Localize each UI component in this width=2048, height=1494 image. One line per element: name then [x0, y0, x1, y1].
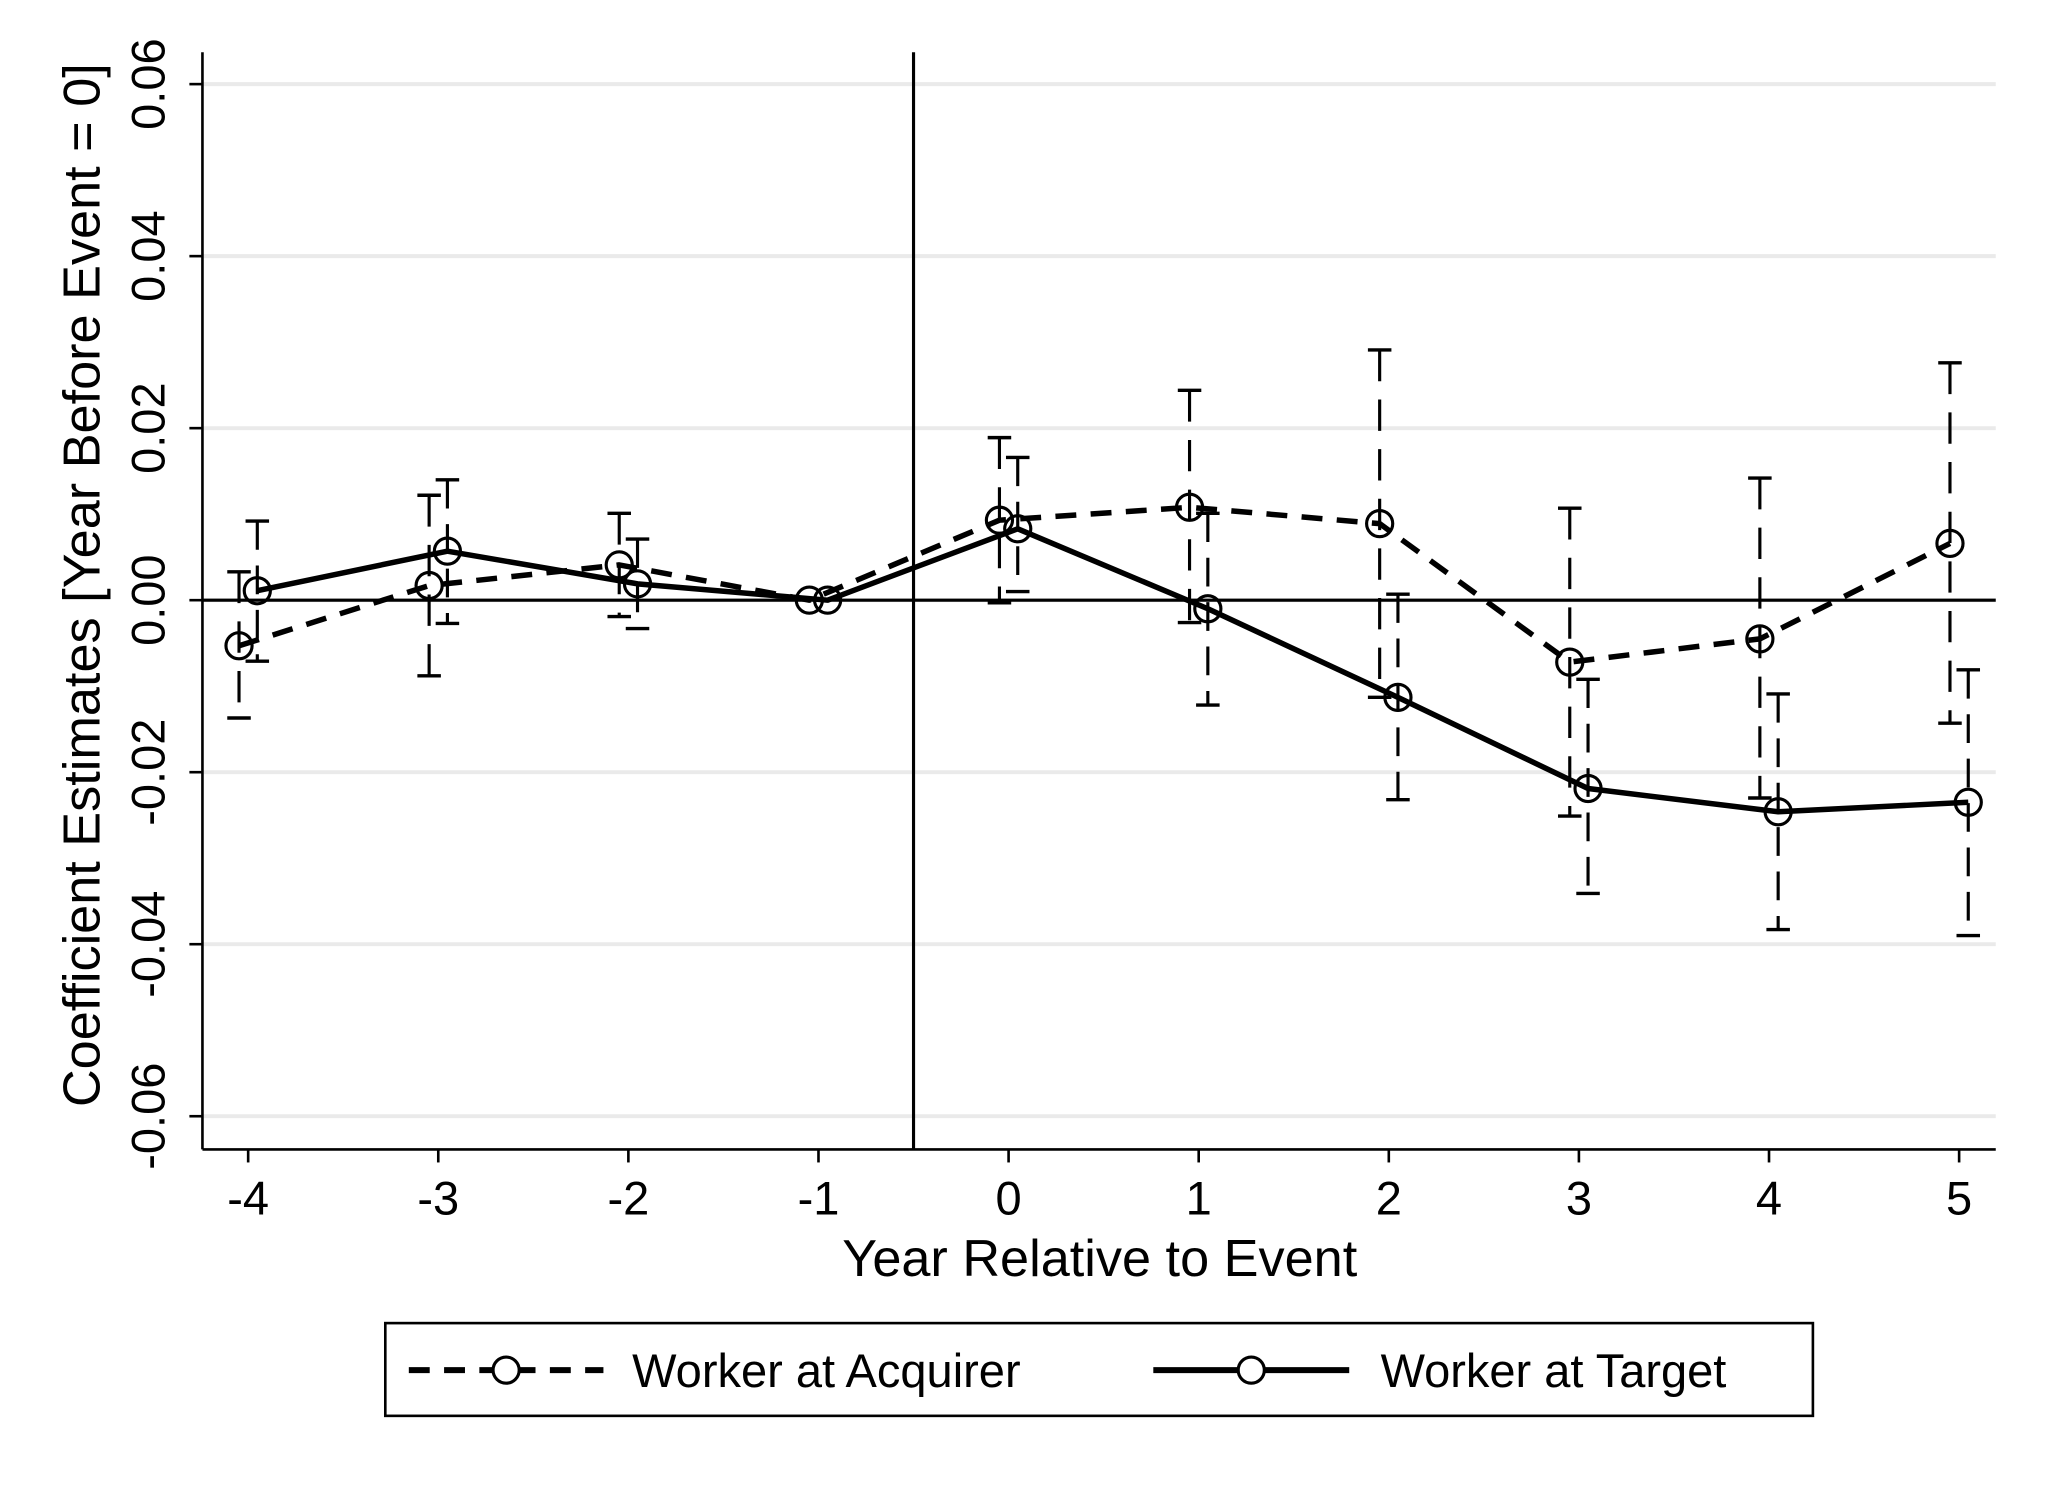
- x-axis-title: Year Relative to Event: [842, 1230, 1357, 1288]
- data-point: [1003, 514, 1033, 544]
- x-tick-label: -2: [607, 1172, 649, 1225]
- x-tick-label: 4: [1756, 1172, 1782, 1225]
- series-acquirer: [224, 348, 1965, 818]
- series-line: [238, 504, 1952, 665]
- legend-item-target: Worker at Target: [1153, 1344, 1726, 1397]
- legend-swatch-marker: [491, 1355, 521, 1385]
- legend-label: Worker at Acquirer: [632, 1344, 1020, 1397]
- x-tick-label: -1: [798, 1172, 840, 1225]
- legend: Worker at Acquirer Worker at Target: [384, 1321, 1815, 1418]
- x-tick-label: -3: [417, 1172, 459, 1225]
- data-point: [622, 569, 653, 599]
- data-point: [1763, 797, 1793, 827]
- y-tick-label: 0.06: [122, 38, 175, 130]
- x-tick-label: 1: [1186, 1172, 1212, 1225]
- data-point: [1745, 624, 1775, 654]
- data-point: [1365, 508, 1395, 539]
- data-point: [414, 570, 444, 601]
- data-point: [1383, 682, 1413, 712]
- data-point: [1555, 647, 1585, 677]
- x-tick-label: 5: [1946, 1172, 1972, 1225]
- data-point: [1573, 773, 1603, 804]
- y-tick-label: 0.04: [122, 210, 175, 302]
- data-point: [1193, 594, 1223, 624]
- x-tick-label: -4: [227, 1172, 269, 1225]
- data-point: [432, 536, 463, 566]
- data-point: [1174, 492, 1205, 522]
- data-point: [812, 585, 843, 615]
- x-tick-label: 3: [1566, 1172, 1592, 1225]
- y-tick-label: 0.00: [122, 554, 175, 646]
- series-line: [256, 526, 1969, 815]
- y-tick-label: -0.04: [122, 891, 175, 998]
- y-axis-title: Coefficient Estimates [Year Before Event…: [53, 63, 111, 1107]
- y-tick-label: -0.06: [122, 1063, 175, 1170]
- legend-box: [384, 1321, 1815, 1418]
- x-tick-label: 2: [1376, 1172, 1402, 1225]
- legend-swatch-marker: [1236, 1355, 1266, 1385]
- data-point: [242, 576, 272, 606]
- legend-item-acquirer: Worker at Acquirer: [408, 1344, 1021, 1397]
- data-point: [1935, 528, 1965, 559]
- legend-label: Worker at Target: [1381, 1344, 1727, 1397]
- x-tick-label: 0: [996, 1172, 1022, 1225]
- data-point: [1953, 787, 1983, 817]
- y-tick-label: 0.02: [122, 382, 175, 474]
- data-point: [224, 631, 254, 661]
- y-tick-label: -0.02: [122, 719, 175, 826]
- series-target: [242, 455, 1983, 938]
